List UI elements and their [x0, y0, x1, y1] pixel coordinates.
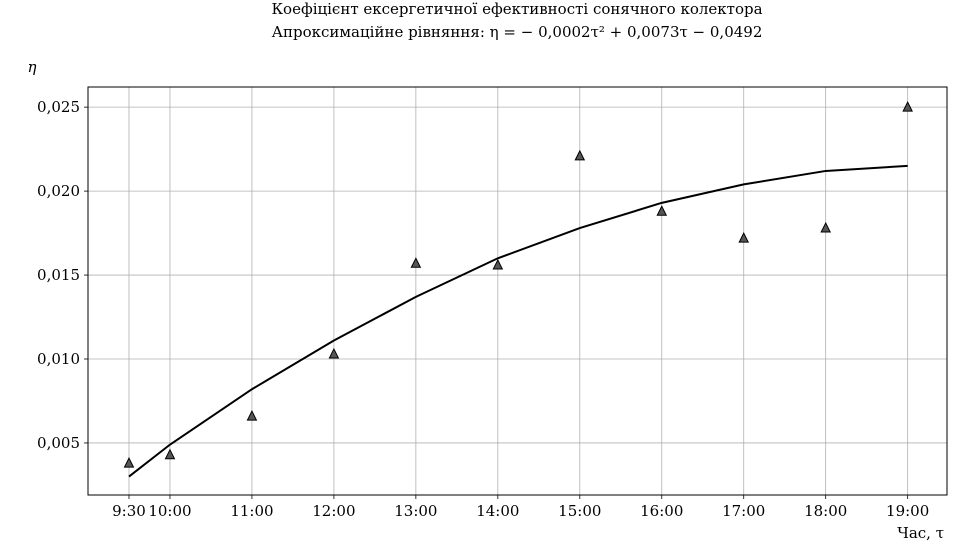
axis-ticks: 9:30 10:00 11:00 12:00 13:00 14:00 15:00 16:00 1…	[37, 98, 929, 520]
x-tick-label: 15:00	[558, 502, 601, 520]
grid	[88, 87, 947, 495]
y-tick-label: 0,020	[37, 182, 80, 200]
x-tick-label: 12:00	[312, 502, 355, 520]
y-tick-label: 0,010	[37, 350, 80, 368]
x-tick-label: 14:00	[476, 502, 519, 520]
data-point-triangle	[246, 409, 258, 421]
x-axis-label: Час, τ	[897, 524, 944, 542]
x-tick-label: 18:00	[804, 502, 847, 520]
x-tick-label: 10:00	[148, 502, 191, 520]
data-point-triangle	[902, 101, 913, 112]
x-tick-label: 17:00	[722, 502, 765, 520]
x-tick-label: 19:00	[886, 502, 929, 520]
data-point-triangle	[574, 149, 586, 161]
x-tick-label: 16:00	[640, 502, 683, 520]
data-point-triangle	[410, 257, 422, 268]
x-tick-label: 9:30	[112, 502, 146, 520]
chart-subtitle: Апроксимаційне рівняння: η = − 0,0002τ² …	[272, 23, 763, 41]
x-tick-label: 13:00	[394, 502, 437, 520]
y-tick-label: 0,025	[37, 98, 80, 116]
data-point-triangle	[164, 448, 176, 460]
x-tick-label: 11:00	[230, 502, 273, 520]
y-tick-label: 0,005	[37, 434, 80, 452]
data-point-triangle	[328, 347, 340, 359]
data-point-triangle	[738, 231, 750, 243]
data-point-triangle	[656, 205, 668, 216]
y-tick-label: 0,015	[37, 266, 80, 284]
plot-frame	[87, 86, 948, 496]
chart-title: Коефіцієнт ексергетичної ефективності со…	[271, 0, 762, 18]
data-point-triangle	[820, 221, 831, 233]
fit-curve-line	[128, 164, 908, 478]
data-point-triangle	[492, 258, 504, 270]
series	[123, 101, 913, 478]
data-point-triangle	[123, 456, 135, 468]
y-axis-label: η	[28, 58, 37, 76]
